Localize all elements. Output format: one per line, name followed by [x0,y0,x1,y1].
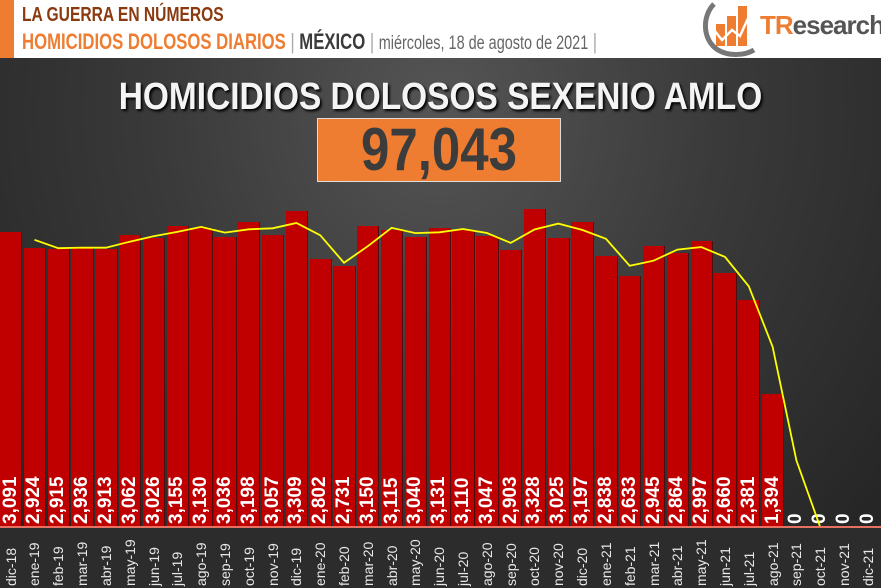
x-axis-band [0,528,881,588]
bar [238,221,260,527]
header-country: MÉXICO [299,29,366,54]
bar [95,248,117,527]
bar [285,210,308,527]
bar [357,226,379,527]
bar [23,247,46,527]
bar [619,275,641,527]
bar [666,253,688,527]
bar [142,238,165,527]
bar [0,231,22,527]
bar [309,259,331,527]
chart-title: HOMICIDIOS DOLOSOS SEXENIO AMLO [118,76,763,118]
bar [738,299,760,527]
bar [404,236,427,527]
total-homicides-box: 97,043 [317,116,561,183]
total-homicides-value: 97,043 [360,116,517,183]
bar-chart-growth-icon [703,2,756,57]
header-subtitle: HOMICIDIOS DOLOSOS DIARIOS | MÉXICO | miérco… [22,29,602,55]
header-date: miércoles, 18 de agosto de 2021 [378,33,589,54]
bar [547,238,569,527]
header-series-title: LA GUERRA EN NÚMEROS [22,4,224,26]
bar [761,393,784,527]
bar [380,229,403,527]
header-separator-3: | [592,29,598,54]
bar [214,237,236,527]
bar [428,227,450,527]
bar [523,209,546,527]
bar [595,255,617,527]
header-topic: HOMICIDIOS DOLOSOS DIARIOS [22,29,286,54]
bar [452,229,474,527]
bar [119,234,141,527]
bar [71,246,93,527]
bar [47,248,69,527]
bar [190,228,212,527]
header-separator: | [290,29,295,54]
bar [261,235,284,527]
bar [714,272,736,527]
bar [642,245,665,527]
header-separator-2: | [369,29,375,54]
x-axis-line [0,526,881,528]
bar [476,236,498,527]
tresearch-logo: TResearch [700,0,881,58]
bar [166,225,188,527]
logo-wordmark-rest: esearch [792,10,881,40]
bar [500,249,522,527]
logo-wordmark: TResearch [760,10,881,41]
logo-wordmark-prefix: TR [760,10,794,40]
bar [571,221,593,527]
header-banner: LA GUERRA EN NÚMEROS HOMICIDIOS DOLOSOS … [0,0,881,58]
bar [690,240,712,527]
bar [333,266,355,527]
header-accent-bar [0,0,14,58]
